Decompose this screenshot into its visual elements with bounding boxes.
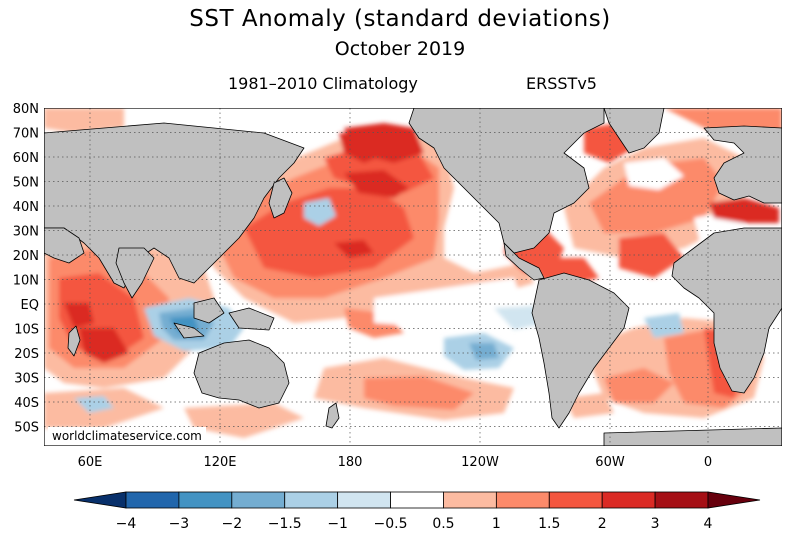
india [115, 247, 155, 299]
map-axes: 80N 70N 60N 50N 40N 30N 20N 10N EQ 10S 20S 30S 40S 50… [13, 102, 713, 470]
africa [671, 227, 782, 394]
lat-label: 50S [14, 421, 39, 436]
colorbar-box [495, 491, 550, 509]
colorbar-box [548, 491, 603, 509]
colorbar-tick: 1 [492, 516, 501, 532]
arabia [44, 227, 85, 264]
greenland [603, 108, 665, 154]
colorbar-tick: 0.5 [432, 516, 454, 532]
watermark: worldclimateservice.com [52, 429, 202, 443]
longitude-labels: 60E 120E 180 120W 60W 0 [78, 455, 713, 470]
lat-label: 40N [13, 200, 39, 215]
colorbar-box [601, 491, 656, 509]
java [173, 322, 205, 339]
colorbar-tick: 4 [704, 516, 713, 532]
madagascar [67, 325, 81, 357]
colorbar-tick: −3 [169, 516, 190, 532]
map-date: October 2019 [334, 38, 466, 60]
colorbar: −4 −3 −2 −1.5 −1 −0.5 0.5 1 1.5 2 3 4 [73, 491, 761, 532]
asia [44, 122, 305, 289]
lat-label: EQ [21, 298, 39, 313]
lat-label: 50N [13, 176, 39, 191]
lat-label: 80N [13, 102, 39, 117]
lat-label: 60N [13, 151, 39, 166]
north-america [408, 108, 605, 254]
central-america [503, 242, 545, 281]
lat-label: 10S [14, 323, 39, 338]
antarctic-edge [603, 427, 782, 446]
colorbar-box [390, 491, 444, 509]
climatology-label: 1981–2010 Climatology [228, 74, 418, 93]
lon-label: 0 [704, 455, 712, 470]
colorbar-tick: −1.5 [268, 516, 302, 532]
colorbar-box [337, 491, 391, 509]
japan [268, 177, 293, 219]
australia [193, 339, 290, 409]
colorbar-tick: −0.5 [374, 516, 408, 532]
dataset-label: ERSSTv5 [526, 74, 597, 93]
continents [44, 108, 782, 446]
lon-label: 60W [595, 455, 625, 470]
colorbar-boxes [73, 491, 761, 509]
colorbar-tick: 1.5 [538, 516, 560, 532]
sst-anomaly-map: worldclimateservice.com [44, 108, 782, 446]
lat-label: 70N [13, 127, 39, 142]
lon-label: 120E [203, 455, 236, 470]
lat-label: 30N [13, 225, 39, 240]
europe [703, 125, 782, 204]
colorbar-tick: −1 [327, 516, 348, 532]
colorbar-box [654, 491, 709, 509]
south-america [531, 272, 630, 429]
colorbar-box [178, 491, 233, 509]
colorbar-tick: 3 [651, 516, 660, 532]
colorbar-tick: −2 [221, 516, 242, 532]
colorbar-box [443, 491, 497, 509]
new-guinea [228, 307, 275, 331]
colorbar-box [125, 491, 180, 509]
colorbar-min-arrow [73, 491, 127, 509]
lat-label: 20N [13, 249, 39, 264]
colorbar-max-arrow [707, 491, 761, 509]
lat-label: 40S [14, 396, 39, 411]
lat-label: 30S [14, 372, 39, 387]
new-zealand [325, 402, 340, 429]
colorbar-tick-labels: −4 −3 −2 −1.5 −1 −0.5 0.5 1 1.5 2 3 4 [116, 516, 713, 532]
lat-label: 10N [13, 274, 39, 289]
lat-label: 20S [14, 347, 39, 362]
colorbar-tick: −4 [116, 516, 137, 532]
lon-label: 120W [461, 455, 499, 470]
graticule [44, 108, 782, 446]
map-title: SST Anomaly (standard deviations) [189, 6, 611, 32]
lon-label: 180 [338, 455, 363, 470]
watermark-bg [48, 427, 206, 443]
latitude-labels: 80N 70N 60N 50N 40N 30N 20N 10N EQ 10S 20S 30S 40S 50… [13, 102, 39, 436]
colorbar-tick: 2 [598, 516, 607, 532]
colorbar-box [231, 491, 286, 509]
lon-label: 60E [78, 455, 103, 470]
colorbar-box [284, 491, 339, 509]
